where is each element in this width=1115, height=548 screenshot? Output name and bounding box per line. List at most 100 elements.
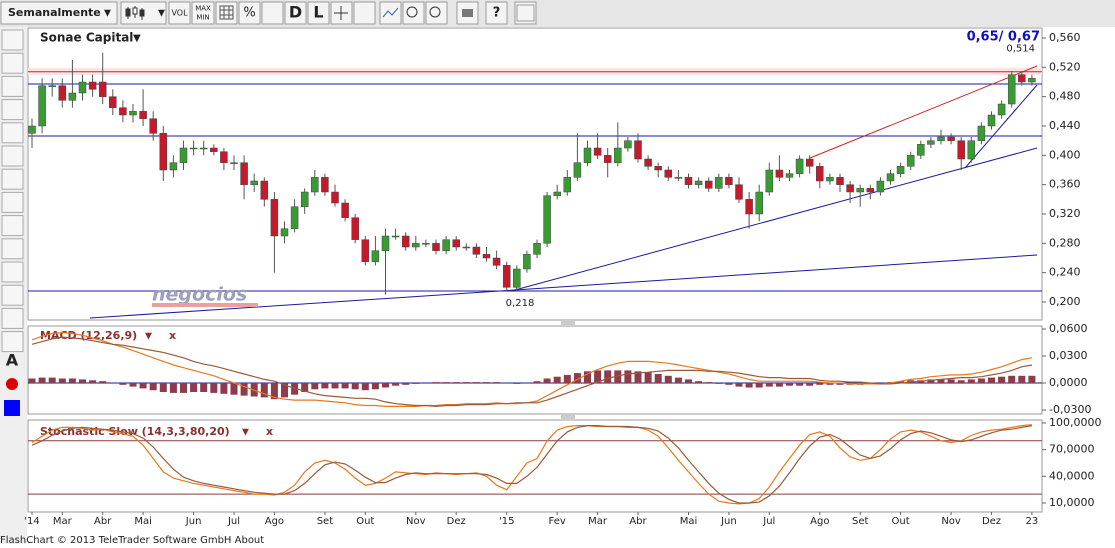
x-tick-label: Mar <box>53 516 73 527</box>
histogram-bar <box>644 372 652 383</box>
candle-body <box>654 166 662 171</box>
indicator-close[interactable]: x <box>266 425 273 438</box>
candle-body <box>593 147 602 156</box>
cursor-button[interactable] <box>353 1 376 25</box>
candle-icon <box>125 6 145 20</box>
indicator-menu[interactable]: ▼ <box>145 332 152 342</box>
tool-button[interactable] <box>1 331 24 353</box>
zoom-in-button[interactable] <box>425 1 448 25</box>
quote: 0,65/ 0,67 <box>967 30 1040 45</box>
candle-body <box>927 140 935 145</box>
vol-label[interactable]: VOL <box>171 9 188 18</box>
candle-body <box>88 81 97 90</box>
histogram-bar <box>361 383 369 391</box>
tool-button[interactable] <box>1 145 24 167</box>
histogram-bar <box>624 370 632 383</box>
histogram-bar <box>260 383 268 398</box>
delete-tool[interactable] <box>6 378 18 390</box>
tool-button[interactable] <box>1 52 24 74</box>
x-tick-label: Mai <box>134 516 152 527</box>
tool-button[interactable] <box>1 75 24 97</box>
y-tick-label: 0,200 <box>1049 295 1081 308</box>
min-label[interactable]: MIN <box>196 14 209 22</box>
candle-body <box>553 191 561 196</box>
histogram-bar <box>351 383 359 390</box>
level-label: 0,514 <box>1006 44 1035 55</box>
candle-body <box>109 96 117 108</box>
zoom-out-button[interactable] <box>402 1 425 25</box>
period-menu[interactable]: ▼ <box>104 9 111 19</box>
candle-body <box>1028 78 1036 83</box>
candle-body <box>775 169 784 178</box>
x-tick-label: Abr <box>94 516 112 527</box>
candle-body <box>967 140 976 160</box>
tool-button[interactable] <box>1 307 24 329</box>
tool-button[interactable] <box>1 29 24 51</box>
chart-title: Sonae Capital <box>40 31 133 45</box>
indicator-line <box>31 331 1033 407</box>
color-tool[interactable] <box>4 400 20 416</box>
candle-body <box>805 158 814 167</box>
grid-button[interactable] <box>215 1 238 25</box>
tool-button[interactable] <box>1 215 24 237</box>
histogram-bar <box>927 379 935 383</box>
tool-button[interactable] <box>1 122 24 144</box>
tool-button[interactable] <box>1 168 24 190</box>
indicator-close[interactable]: x <box>169 329 176 342</box>
candle-body <box>149 118 157 134</box>
y-tick-label: 0,240 <box>1049 266 1081 279</box>
indicator-menu[interactable]: ▼ <box>242 428 249 438</box>
histogram-bar <box>321 383 329 389</box>
d-label[interactable]: D <box>289 3 302 22</box>
max-label[interactable]: MAX <box>195 5 211 13</box>
y-tick-label: 0,480 <box>1049 90 1081 103</box>
tool-button[interactable] <box>1 284 24 306</box>
histogram-bar <box>79 379 86 383</box>
candle-body <box>664 169 673 178</box>
histogram-bar <box>412 383 420 384</box>
help-button[interactable] <box>485 1 508 25</box>
candle-body <box>917 144 925 156</box>
histogram-bar <box>836 383 844 385</box>
histogram-bar <box>977 378 985 383</box>
candle-body <box>715 177 723 189</box>
maxmin-button[interactable] <box>191 1 215 25</box>
y-tick-label: 40,0000 <box>1049 469 1095 482</box>
d-button[interactable] <box>284 1 307 25</box>
tool-button[interactable] <box>1 261 24 283</box>
title-menu[interactable]: ▼ <box>133 33 141 44</box>
histogram-bar <box>796 383 804 386</box>
histogram-bar <box>998 376 1006 383</box>
help-label[interactable]: ? <box>493 6 501 21</box>
y-tick-label: 10,0000 <box>1049 496 1095 509</box>
tool-button[interactable] <box>1 99 24 121</box>
candle-body <box>704 180 713 189</box>
text-tool-label[interactable]: A <box>6 351 19 370</box>
period-select[interactable] <box>0 1 118 25</box>
histogram-bar <box>180 383 187 393</box>
histogram-bar <box>664 375 672 383</box>
histogram-bar <box>806 383 814 386</box>
tool-button[interactable] <box>1 238 24 260</box>
candle-body <box>381 235 390 251</box>
percent-button[interactable] <box>238 1 261 25</box>
histogram-bar <box>230 383 238 395</box>
tool-button[interactable] <box>1 191 24 213</box>
histogram-bar <box>472 382 480 383</box>
l-label[interactable]: L <box>313 3 323 22</box>
histogram-bar <box>210 383 218 393</box>
x-tick-label: Nov <box>941 516 961 527</box>
l-button[interactable] <box>307 1 330 25</box>
period[interactable]: Semanalmente <box>8 6 101 19</box>
candle-body <box>785 173 794 178</box>
log-button[interactable] <box>261 1 284 25</box>
vol-button[interactable] <box>168 1 191 25</box>
chart-type-menu[interactable]: ▼ <box>158 9 165 19</box>
x-tick-label: Nov <box>406 516 426 527</box>
histogram-bar <box>967 379 975 383</box>
y-tick-label: 0,0300 <box>1049 349 1088 362</box>
percent-label[interactable]: % <box>243 6 255 21</box>
x-tick-label: Fev <box>549 516 566 527</box>
candle-body <box>634 140 642 160</box>
candle-body <box>856 188 864 193</box>
